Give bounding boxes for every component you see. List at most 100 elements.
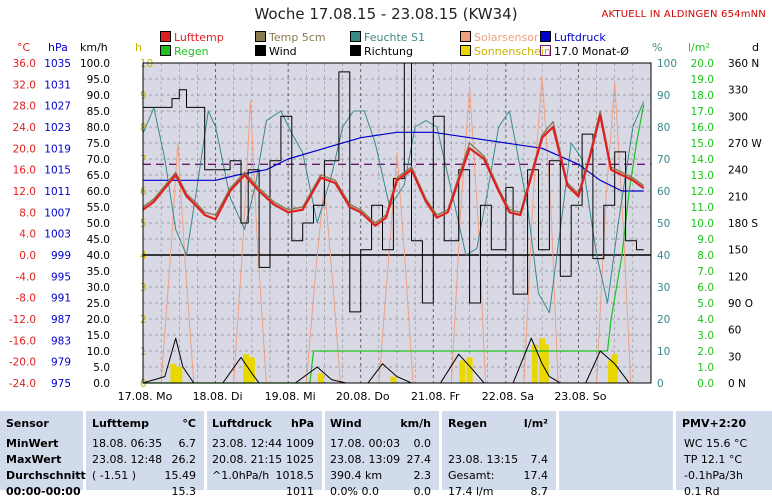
- lufttemp-max-value: 26.2: [171, 453, 197, 466]
- pressure-tick-label: 1015: [44, 165, 71, 177]
- x-day-label: 22.08. Sa: [482, 390, 534, 403]
- wind-tick-label: 35.0: [87, 266, 110, 278]
- temp-tick-label: -24.0: [9, 378, 36, 390]
- lufttemp-avg-value: 15.49: [164, 469, 197, 482]
- temp-tick-label: 28.0: [13, 101, 36, 113]
- luftdruck-trend: ^1.0hPa/h: [212, 469, 270, 482]
- wind-range-value: 0.0: [413, 485, 432, 498]
- legend-swatch: [350, 45, 361, 56]
- x-day-label: 20.08. Do: [336, 390, 390, 403]
- rain-unit-label: l/m²: [688, 41, 710, 54]
- rain-tick-label: 18.0: [691, 90, 714, 102]
- humidity-tick-label: 70: [657, 154, 670, 166]
- sunshine-bar: [317, 373, 324, 383]
- wind-tick-label: 10.0: [87, 346, 110, 358]
- temp-unit-label: °C: [17, 41, 31, 54]
- temp-tick-label: -12.0: [9, 314, 36, 326]
- row-label-range: 00:00-00:00: [6, 485, 81, 498]
- humidity-tick-label: 60: [657, 186, 670, 198]
- regen-unit: l/m²: [523, 417, 548, 430]
- legend-item-luftdruck: Luftdruck: [540, 31, 606, 45]
- series-lufttemp: [142, 114, 645, 227]
- temp-tick-label: -20.0: [9, 357, 36, 369]
- pmv-pressure-trend: -0.1hPa/3h: [684, 469, 743, 482]
- regen-header: Regen: [448, 417, 488, 430]
- sunshine-bar: [248, 357, 255, 383]
- temp-tick-label: -16.0: [9, 335, 36, 347]
- legend-label: Luftdruck: [554, 31, 606, 44]
- rain-tick-label: 17.0: [691, 106, 714, 118]
- legend-item-solarsensor: Solarsensor: [460, 31, 539, 45]
- wind-column: Wind km/h 17.08. 00:03 0.0 23.08. 13:09 …: [325, 411, 442, 498]
- legend-item-sonnenschein: Sonnenschein: [460, 45, 551, 59]
- rain-tick-label: 9.0: [697, 234, 714, 246]
- direction-tick-label: 210: [728, 191, 748, 203]
- luftdruck-min-value: 1009: [286, 437, 314, 450]
- series-richtung: [143, 62, 644, 313]
- rain-tick-label: 0.0: [697, 378, 714, 390]
- rain-tick-label: 10.0: [691, 218, 714, 230]
- pressure-tick-label: 995: [51, 271, 71, 283]
- wind-min-date: 17.08. 00:03: [330, 437, 401, 450]
- regen-period: 17.4 l/m: [448, 485, 494, 498]
- legend-item-regen: Regen: [160, 45, 209, 59]
- rain-tick-label: 1.0: [697, 362, 714, 374]
- pressure-tick-label: 1003: [44, 229, 71, 241]
- luftdruck-max-value: 1025: [286, 453, 314, 466]
- wind-tick-label: 100.0: [80, 58, 110, 70]
- lufttemp-trend: ( -1.51 ): [92, 469, 137, 482]
- legend: Lufttemp Temp 5cm Feuchte S1 Solarsensor Luf…: [160, 31, 660, 61]
- row-label-min: MinWert: [6, 437, 59, 450]
- sun-unit-label: h: [135, 41, 142, 54]
- sunshine-bar: [459, 360, 466, 383]
- temp-tick-label: 16.0: [13, 165, 36, 177]
- direction-tick-label: 270 W: [728, 138, 762, 150]
- rain-tick-label: 8.0: [697, 250, 714, 262]
- sunshine-bar: [390, 376, 397, 383]
- humidity-tick-label: 30: [657, 282, 670, 294]
- luftdruck-max-date: 20.08. 21:15: [212, 453, 283, 466]
- rain-tick-label: 20.0: [691, 58, 714, 70]
- direction-tick-label: 150: [728, 245, 748, 257]
- regen-range-value: 8.7: [530, 485, 549, 498]
- humidity-tick-label: 100: [657, 58, 677, 70]
- legend-label: Sonnenschein: [474, 45, 551, 58]
- direction-unit-label: d: [752, 41, 759, 54]
- temp-tick-label: -8.0: [16, 293, 37, 305]
- legend-swatch: [160, 45, 171, 56]
- legend-swatch: [350, 31, 361, 42]
- temp-tick-label: 4.0: [19, 229, 36, 241]
- current-station-link[interactable]: AKTUELL IN ALDINGEN 654mNN: [601, 9, 766, 20]
- luftdruck-column: Luftdruck hPa 23.08. 12:44 1009 20.08. 2…: [207, 411, 325, 498]
- pmv-windchill: WC 15.6 °C: [684, 437, 748, 450]
- temp-tick-label: 12.0: [13, 186, 36, 198]
- wind-tick-label: 80.0: [87, 122, 110, 134]
- legend-item-17-0-monat: 17.0 Monat-Ø: [540, 45, 629, 59]
- pressure-tick-label: 1031: [44, 79, 71, 91]
- humidity-tick-label: 90: [657, 90, 670, 102]
- x-day-label: 21.08. Fr: [411, 390, 460, 403]
- humidity-unit-label: %: [652, 41, 663, 54]
- sunshine-bar: [611, 354, 618, 383]
- rain-tick-label: 5.0: [697, 298, 714, 310]
- rain-tick-label: 15.0: [691, 138, 714, 150]
- rain-tick-label: 6.0: [697, 282, 714, 294]
- temp-tick-label: -4.0: [16, 271, 37, 283]
- direction-tick-label: 30: [728, 351, 741, 363]
- sun-tick-label: 10: [140, 58, 153, 70]
- pressure-tick-label: 1035: [44, 58, 71, 70]
- pressure-tick-label: 1027: [44, 101, 71, 113]
- legend-label: Regen: [174, 45, 209, 58]
- wind-tick-label: 55.0: [87, 202, 110, 214]
- pressure-tick-label: 1011: [44, 186, 71, 198]
- rain-tick-label: 3.0: [697, 330, 714, 342]
- wind-tick-label: 70.0: [87, 154, 110, 166]
- wind-tick-label: 25.0: [87, 298, 110, 310]
- legend-item-feuchte-s1: Feuchte S1: [350, 31, 425, 45]
- humidity-tick-label: 80: [657, 122, 670, 134]
- wind-tick-label: 45.0: [87, 234, 110, 246]
- wind-tick-label: 75.0: [87, 138, 110, 150]
- sunshine-bar: [542, 344, 549, 383]
- wind-tick-label: 30.0: [87, 282, 110, 294]
- wind-tick-label: 50.0: [87, 218, 110, 230]
